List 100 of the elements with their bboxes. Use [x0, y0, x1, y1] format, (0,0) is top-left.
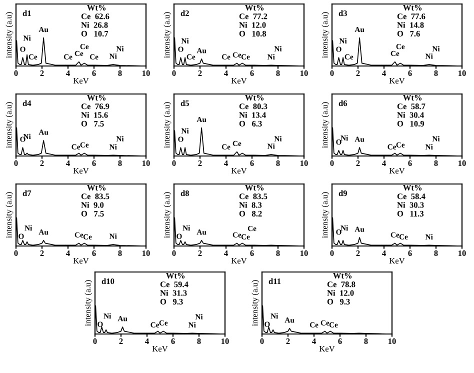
x-tick-label: 6 — [92, 70, 96, 76]
text: Wt% — [245, 4, 264, 11]
x-tick-label: 4 — [382, 70, 386, 76]
text: O 8.2 — [239, 210, 262, 217]
chart-title: d10 — [102, 278, 114, 284]
x-tick-label: 4 — [312, 338, 316, 344]
x-tick-label: 4 — [145, 338, 149, 344]
y-axis-title: intensity (a.u) — [6, 102, 14, 148]
x-axis-title: KeV — [319, 346, 335, 352]
chart-title: d5 — [180, 100, 189, 106]
y-axis-title: intensity (a.u) — [322, 192, 330, 238]
text: Ni 8.3 — [239, 202, 262, 208]
x-tick-label: 6 — [250, 160, 254, 166]
x-tick-label: 0 — [330, 70, 334, 76]
x-tick-label: 8 — [118, 250, 122, 256]
text: O 9.3 — [327, 298, 350, 305]
x-tick-label: 10 — [458, 160, 466, 166]
x-tick-label: 0 — [14, 160, 18, 166]
text: Ce 78.8 — [327, 282, 356, 288]
y-axis-title: intensity (a.u) — [252, 280, 260, 326]
x-tick-label: 2 — [198, 160, 202, 166]
x-tick-label: 0 — [93, 338, 97, 344]
x-tick-label: 2 — [40, 250, 44, 256]
x-tick-label: 8 — [276, 70, 280, 76]
chart-title: d11 — [268, 278, 281, 284]
x-tick-label: 8 — [276, 250, 280, 256]
x-tick-label: 4 — [66, 70, 70, 76]
x-axis-title: KeV — [389, 168, 405, 174]
x-tick-label: 6 — [92, 250, 96, 256]
x-axis-title: KeV — [389, 78, 405, 84]
text: O 7.6 — [397, 30, 420, 37]
text: O 10.8 — [239, 30, 266, 37]
x-tick-label: 6 — [250, 70, 254, 76]
y-axis-title: intensity (a.u) — [6, 192, 14, 238]
chart-title: d2 — [180, 10, 189, 16]
x-tick-label: 4 — [66, 250, 70, 256]
chart-title: d9 — [338, 190, 347, 196]
x-tick-label: 10 — [300, 250, 308, 256]
x-tick-label: 8 — [364, 338, 368, 344]
text: Wt% — [403, 184, 422, 191]
chart-title: d6 — [338, 100, 348, 106]
y-axis-title: intensity (a.u) — [164, 192, 172, 238]
text: Ce 58.4 — [397, 194, 426, 200]
text: O 11.3 — [397, 210, 424, 217]
text: Ni 13.4 — [239, 112, 266, 118]
x-tick-label: 10 — [142, 70, 150, 76]
x-axis-title: KeV — [73, 258, 89, 264]
x-axis-title: KeV — [73, 78, 89, 84]
text: Ni 14.8 — [397, 22, 424, 28]
text: Ce 77.2 — [239, 14, 268, 20]
x-tick-label: 2 — [119, 338, 123, 344]
x-tick-label: 0 — [14, 70, 18, 76]
x-tick-label: 2 — [286, 338, 290, 344]
y-axis-title: intensity (a.u) — [322, 12, 330, 58]
chart-title: d4 — [22, 100, 32, 106]
x-tick-label: 0 — [172, 160, 176, 166]
x-axis-title: KeV — [231, 78, 247, 84]
x-tick-label: 0 — [14, 250, 18, 256]
text: Ni 12.0 — [239, 22, 266, 28]
text: Wt% — [87, 94, 106, 101]
x-tick-label: 10 — [142, 250, 150, 256]
text: Wt% — [245, 184, 264, 191]
text: Ni 15.6 — [81, 112, 108, 118]
x-tick-label: 6 — [171, 338, 175, 344]
x-tick-label: 4 — [66, 160, 70, 166]
x-tick-label: 8 — [434, 160, 438, 166]
text: Wt% — [87, 4, 106, 11]
y-axis-title: intensity (a.u) — [164, 12, 172, 58]
text: Wt% — [333, 272, 352, 279]
x-tick-label: 10 — [388, 338, 396, 344]
x-tick-label: 8 — [118, 160, 122, 166]
x-axis-title: KeV — [73, 168, 89, 174]
x-tick-label: 8 — [434, 250, 438, 256]
x-tick-label: 2 — [198, 70, 202, 76]
x-axis-title: KeV — [152, 346, 168, 352]
x-tick-label: 0 — [172, 70, 176, 76]
text: Ni 30.4 — [397, 112, 424, 118]
text: O 7.5 — [81, 120, 104, 127]
text: O 10.7 — [81, 30, 108, 37]
x-tick-label: 10 — [300, 160, 308, 166]
text: Ce 59.4 — [160, 282, 188, 288]
x-tick-label: 6 — [408, 250, 412, 256]
x-tick-label: 2 — [356, 160, 360, 166]
x-tick-label: 4 — [224, 70, 228, 76]
text: Ce 62.6 — [81, 14, 110, 20]
x-tick-label: 6 — [338, 338, 342, 344]
x-tick-label: 4 — [382, 250, 386, 256]
text: Wt% — [87, 184, 106, 191]
x-tick-label: 8 — [434, 70, 438, 76]
text: Ni 12.0 — [327, 290, 354, 296]
text: Wt% — [403, 4, 422, 11]
text: Ce 83.5 — [81, 194, 110, 200]
text: Wt% — [245, 94, 264, 101]
x-tick-label: 4 — [382, 160, 386, 166]
text: Ce 80.3 — [239, 104, 268, 110]
x-axis-title: KeV — [389, 258, 405, 264]
x-tick-label: 2 — [40, 160, 44, 166]
x-axis-title: KeV — [231, 258, 247, 264]
text: Ni 26.8 — [81, 22, 108, 28]
x-tick-label: 6 — [408, 70, 412, 76]
